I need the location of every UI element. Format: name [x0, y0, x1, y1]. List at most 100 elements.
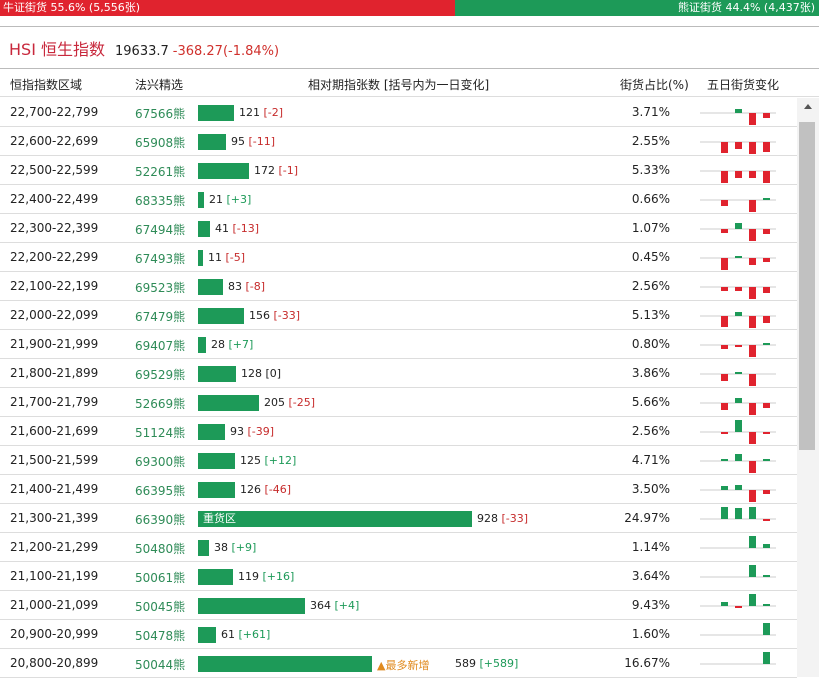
- sparkline-bar: [735, 142, 742, 149]
- sparkline-bar: [749, 403, 756, 415]
- share-percent: 4.71%: [631, 453, 670, 467]
- warrant-code-link[interactable]: 69529熊: [135, 368, 186, 382]
- table-row[interactable]: 22,200-22,299 67493熊 11 [-5] 0.45%: [0, 243, 797, 272]
- range-cell: 22,100-22,199: [10, 279, 99, 293]
- quantity-bar: [198, 105, 234, 121]
- sparkline-bar: [763, 142, 770, 152]
- daily-change: [+12]: [264, 454, 297, 467]
- warrant-code-link[interactable]: 67479熊: [135, 310, 186, 324]
- range-cell: 22,300-22,399: [10, 221, 99, 235]
- range-cell: 22,700-22,799: [10, 105, 99, 119]
- sparkline-bar: [763, 544, 770, 548]
- sparkline-bar: [749, 113, 756, 125]
- sparkline-bar: [749, 536, 756, 548]
- warrant-code-link[interactable]: 52669熊: [135, 397, 186, 411]
- scroll-up-arrow-icon[interactable]: [804, 104, 812, 109]
- sparkline-bar: [763, 623, 770, 635]
- share-percent: 5.13%: [631, 308, 670, 322]
- quantity-bar: [198, 308, 244, 324]
- table-row[interactable]: 22,500-22,599 52261熊 172 [-1] 5.33%: [0, 156, 797, 185]
- quantity-value: 93: [230, 425, 244, 438]
- daily-change: [-39]: [247, 425, 275, 438]
- daily-change: [-33]: [273, 309, 301, 322]
- warrant-code-link[interactable]: 67493熊: [135, 252, 186, 266]
- daily-change: [-8]: [245, 280, 266, 293]
- share-percent: 1.07%: [631, 221, 670, 235]
- daily-change: [-33]: [501, 512, 529, 525]
- scroll-thumb[interactable]: [799, 122, 815, 450]
- sparkline-bar: [735, 398, 742, 403]
- share-percent: 16.67%: [624, 656, 670, 670]
- daily-change: [+16]: [262, 570, 295, 583]
- sparkline-bar: [749, 461, 756, 473]
- table-row[interactable]: 21,200-21,299 50480熊 38 [+9] 1.14%: [0, 533, 797, 562]
- divider: [0, 26, 819, 27]
- vertical-scrollbar[interactable]: [797, 98, 819, 677]
- warrant-code-link[interactable]: 50044熊: [135, 658, 186, 672]
- table-row[interactable]: 22,100-22,199 69523熊 83 [-8] 2.56%: [0, 272, 797, 301]
- quantity-bar: [198, 221, 210, 237]
- table-row[interactable]: 22,000-22,099 67479熊 156 [-33] 5.13%: [0, 301, 797, 330]
- share-percent: 3.86%: [631, 366, 670, 380]
- share-percent: 0.80%: [631, 337, 670, 351]
- quantity-value: 205: [264, 396, 285, 409]
- quantity-label: 61 [+61]: [221, 628, 270, 641]
- sparkline-bar: [763, 171, 770, 183]
- table-row[interactable]: 21,700-21,799 52669熊 205 [-25] 5.66%: [0, 388, 797, 417]
- table-row[interactable]: 21,600-21,699 51124熊 93 [-39] 2.56%: [0, 417, 797, 446]
- index-title[interactable]: HSI 恒生指数: [9, 40, 105, 59]
- quantity-label: 156 [-33]: [249, 309, 300, 322]
- warrant-code-link[interactable]: 69407熊: [135, 339, 186, 353]
- table-row[interactable]: 22,700-22,799 67566熊 121 [-2] 3.71%: [0, 98, 797, 127]
- table-row[interactable]: 22,400-22,499 68335熊 21 [+3] 0.66%: [0, 185, 797, 214]
- warrant-code-link[interactable]: 69300熊: [135, 455, 186, 469]
- sparkline-bar: [749, 507, 756, 519]
- warrant-code-link[interactable]: 69523熊: [135, 281, 186, 295]
- five-day-sparkline: [700, 286, 776, 299]
- table-row[interactable]: 21,000-21,099 50045熊 364 [+4] 9.43%: [0, 591, 797, 620]
- sparkline-bar: [735, 171, 742, 178]
- five-day-sparkline: [700, 312, 776, 328]
- warrant-code-link[interactable]: 50061熊: [135, 571, 186, 585]
- table-row[interactable]: 21,300-21,399 66390熊 重货区 928 [-33] 24.97%: [0, 504, 797, 533]
- sparkline-bar: [721, 345, 728, 349]
- quantity-label: 119 [+16]: [238, 570, 294, 583]
- quantity-bar: [198, 511, 472, 527]
- sparkline-bar: [735, 312, 742, 316]
- table-row[interactable]: 22,600-22,699 65908熊 95 [-11] 2.55%: [0, 127, 797, 156]
- sparkline-bar: [749, 229, 756, 241]
- table-row[interactable]: 20,800-20,899 50044熊 ▲最多新增 589 [+589] 16.67%: [0, 649, 797, 678]
- warrant-code-link[interactable]: 51124熊: [135, 426, 186, 440]
- table-row[interactable]: 21,100-21,199 50061熊 119 [+16] 3.64%: [0, 562, 797, 591]
- five-day-sparkline: [700, 223, 776, 241]
- range-cell: 22,600-22,699: [10, 134, 99, 148]
- share-percent: 0.45%: [631, 250, 670, 264]
- warrant-code-link[interactable]: 50480熊: [135, 542, 186, 556]
- warrant-code-link[interactable]: 66390熊: [135, 513, 186, 527]
- table-row[interactable]: 20,900-20,999 50478熊 61 [+61] 1.60%: [0, 620, 797, 649]
- warrant-code-link[interactable]: 67494熊: [135, 223, 186, 237]
- sparkline-bar: [749, 594, 756, 606]
- sparkline-bar: [763, 519, 770, 521]
- warrant-code-link[interactable]: 50478熊: [135, 629, 186, 643]
- table-row[interactable]: 21,400-21,499 66395熊 126 [-46] 3.50%: [0, 475, 797, 504]
- table-row[interactable]: 21,900-21,999 69407熊 28 [+7] 0.80%: [0, 330, 797, 359]
- quantity-value: 589: [455, 657, 476, 670]
- sparkline-bar: [721, 142, 728, 153]
- quantity-value: 28: [211, 338, 225, 351]
- warrant-code-link[interactable]: 66395熊: [135, 484, 186, 498]
- table-row[interactable]: 22,300-22,399 67494熊 41 [-13] 1.07%: [0, 214, 797, 243]
- table-row[interactable]: 21,500-21,599 69300熊 125 [+12] 4.71%: [0, 446, 797, 475]
- quantity-value: 126: [240, 483, 261, 496]
- warrant-code-link[interactable]: 52261熊: [135, 165, 186, 179]
- warrant-code-link[interactable]: 50045熊: [135, 600, 186, 614]
- share-percent: 5.66%: [631, 395, 670, 409]
- daily-change: [+9]: [231, 541, 257, 554]
- warrant-code-link[interactable]: 67566熊: [135, 107, 186, 121]
- warrant-code-link[interactable]: 68335熊: [135, 194, 186, 208]
- warrant-code-link[interactable]: 65908熊: [135, 136, 186, 150]
- share-percent: 0.66%: [631, 192, 670, 206]
- sparkline-bar: [763, 652, 770, 664]
- share-percent: 2.56%: [631, 424, 670, 438]
- table-row[interactable]: 21,800-21,899 69529熊 128 [0] 3.86%: [0, 359, 797, 388]
